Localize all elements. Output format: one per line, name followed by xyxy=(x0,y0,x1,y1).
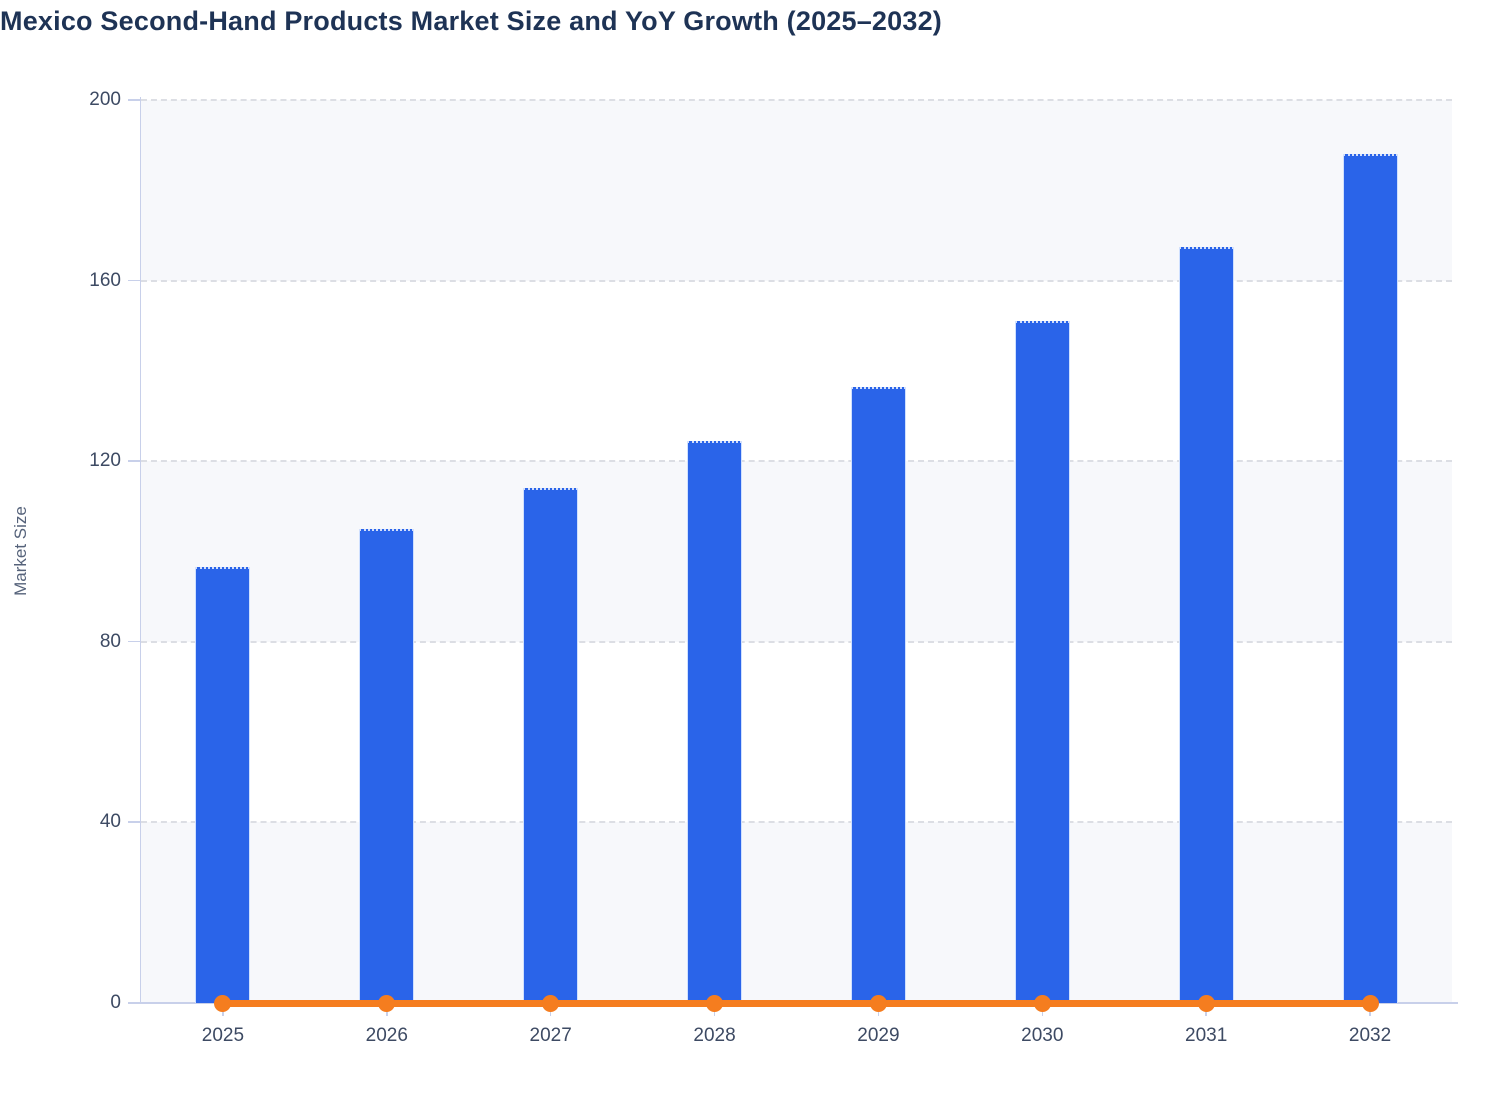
y-tick-label: 80 xyxy=(99,630,121,652)
y-tick-label: 120 xyxy=(89,450,121,472)
y-tick-label: 40 xyxy=(99,811,121,833)
x-tick-label: 2026 xyxy=(365,1025,408,1046)
plot-band xyxy=(141,100,1452,281)
y-grid-line xyxy=(141,460,1452,463)
yoy-marker xyxy=(542,994,560,1012)
x-tick-label: 2031 xyxy=(1185,1025,1228,1046)
bar xyxy=(1014,321,1070,1003)
yoy-marker xyxy=(1361,994,1379,1012)
y-tick xyxy=(128,460,141,462)
yoy-marker xyxy=(706,994,724,1012)
y-axis-title: Market Size xyxy=(11,506,30,596)
bar xyxy=(1178,246,1234,1003)
y-axis-line xyxy=(139,97,141,1003)
bar xyxy=(850,386,906,1003)
yoy-marker xyxy=(378,994,396,1012)
yoy-marker xyxy=(214,994,232,1012)
y-tick xyxy=(128,279,141,282)
y-grid-line xyxy=(141,821,1452,824)
plot-area: Market Size 0 40 80 120 160 200 2025 2026 2027 20… xyxy=(11,89,1458,1046)
chart-title: Mexico Second-Hand Products Market Size … xyxy=(0,6,942,36)
yoy-marker xyxy=(1033,994,1051,1012)
bar xyxy=(1342,154,1398,1003)
y-grid-line xyxy=(141,640,1452,643)
bar xyxy=(523,488,579,1003)
bar xyxy=(359,528,415,1003)
bar xyxy=(195,567,251,1003)
x-tick-label: 2029 xyxy=(857,1025,900,1046)
y-grid-line xyxy=(141,279,1452,282)
yoy-marker xyxy=(1197,994,1215,1012)
plot-band xyxy=(141,822,1452,1003)
plot-band xyxy=(141,461,1452,642)
y-tick-label: 160 xyxy=(89,269,121,291)
bar xyxy=(687,440,743,1003)
yoy-marker xyxy=(869,994,887,1012)
x-tick-label: 2028 xyxy=(693,1025,736,1046)
x-tick-label: 2025 xyxy=(201,1025,245,1046)
x-tick-label: 2032 xyxy=(1348,1025,1392,1046)
y-tick xyxy=(128,821,141,823)
y-tick xyxy=(128,99,141,101)
y-grid-line xyxy=(141,99,1452,101)
x-tick-label: 2027 xyxy=(529,1025,572,1046)
y-tick xyxy=(128,1002,141,1004)
y-tick-label: 200 xyxy=(89,89,121,110)
yoy-line xyxy=(222,999,1371,1007)
y-tick xyxy=(128,640,141,643)
x-tick-label: 2030 xyxy=(1021,1025,1064,1046)
y-tick-label: 0 xyxy=(110,992,121,1013)
